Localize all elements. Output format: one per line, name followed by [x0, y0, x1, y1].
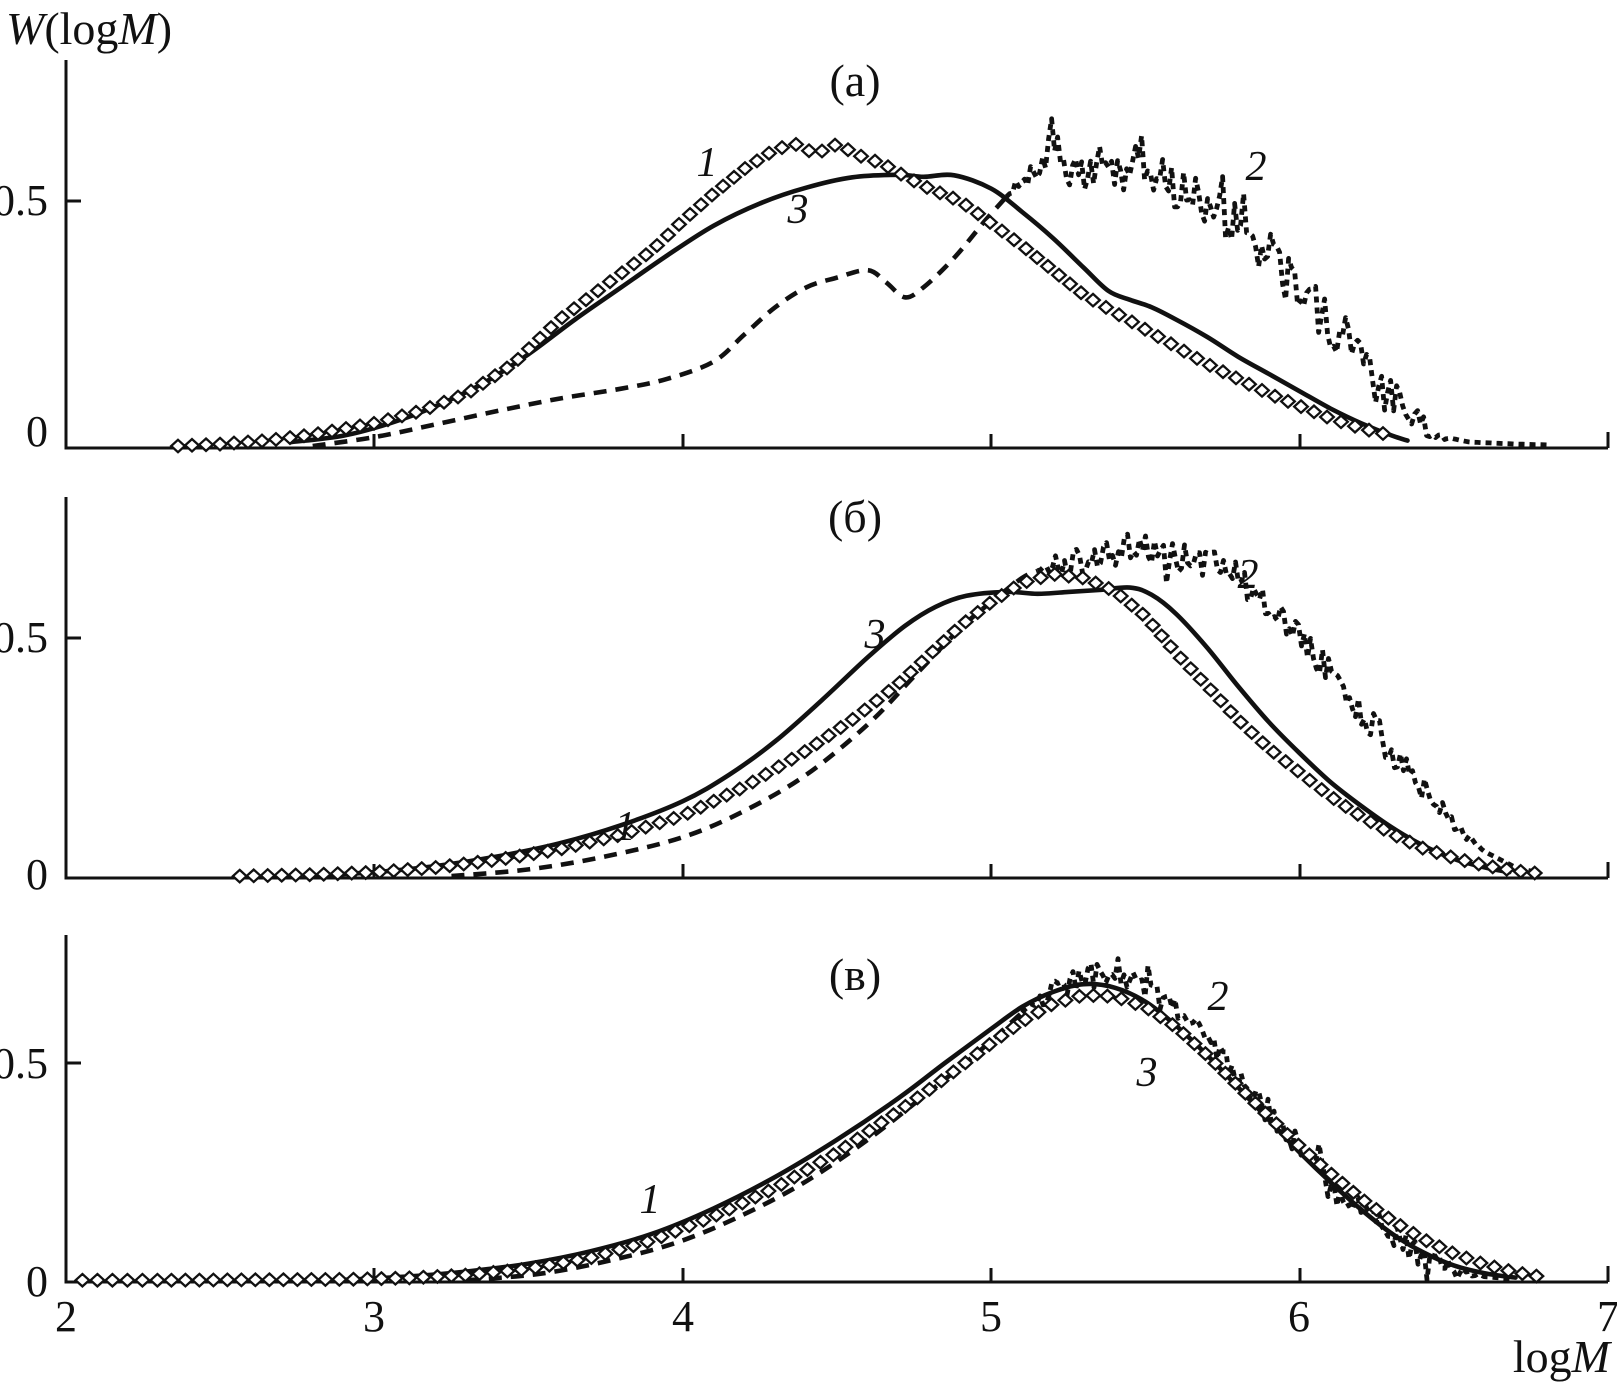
- panel-a-title: (а): [829, 55, 880, 106]
- panel-a-ytick-zero: 0: [26, 407, 48, 456]
- x-axis-title-log: log: [1513, 1331, 1572, 1382]
- panel-b-title: (б): [828, 491, 882, 542]
- panel-b-curve-label-1: 1: [615, 804, 636, 850]
- xtick-3: 3: [363, 1292, 385, 1341]
- xtick-4: 4: [672, 1292, 694, 1341]
- panel-b-curve-label-2: 2: [1238, 552, 1259, 598]
- y-axis-title-m: M: [117, 3, 159, 54]
- x-axis-title-m: M: [1571, 1331, 1613, 1382]
- xtick-7: 7: [1597, 1292, 1617, 1341]
- panel-b-ytick-upper: 0.5: [0, 613, 48, 662]
- y-axis-title-w: W: [6, 3, 48, 54]
- panel-b-curve-label-3: 3: [864, 612, 886, 658]
- panel-v-curve-label-3: 3: [1136, 1050, 1158, 1096]
- panel-a-curve-label-3: 3: [787, 187, 809, 233]
- panel-v-curve-label-1: 1: [640, 1177, 661, 1223]
- panel-a-curve-label-2: 2: [1246, 144, 1267, 190]
- panel-v-ytick-upper: 0.5: [0, 1039, 48, 1088]
- panel-v-ytick-zero: 0: [26, 1257, 48, 1306]
- panel-v-title: (в): [829, 949, 881, 1000]
- panel-v: (в) 0.5 0 2 3 1: [0, 935, 1610, 1306]
- xtick-2: 2: [55, 1292, 77, 1341]
- y-axis-title-mid: (log: [44, 3, 118, 54]
- xtick-5: 5: [980, 1292, 1002, 1341]
- y-axis-title: W(logM): [6, 3, 172, 54]
- x-axis-title: logM: [1513, 1331, 1613, 1382]
- panel-a-curve-label-1: 1: [697, 140, 718, 186]
- panel-a-plot-area: [64, 60, 1610, 454]
- x-axis-tick-labels: 2 3 4 5 6 7: [55, 1292, 1617, 1341]
- panel-a-ytick-upper: 0.5: [0, 176, 48, 225]
- panel-b: (б) 0.5 0 2 3 1: [0, 491, 1610, 899]
- xtick-6: 6: [1288, 1292, 1310, 1341]
- y-axis-title-close: ): [157, 3, 172, 54]
- panel-v-curve-label-2: 2: [1208, 974, 1229, 1020]
- panel-b-plot-area: [64, 497, 1610, 884]
- panel-a: (а) 0.5 0 2 3 1: [0, 55, 1610, 456]
- panel-v-plot-area: [64, 935, 1610, 1288]
- panel-b-ytick-zero: 0: [26, 850, 48, 899]
